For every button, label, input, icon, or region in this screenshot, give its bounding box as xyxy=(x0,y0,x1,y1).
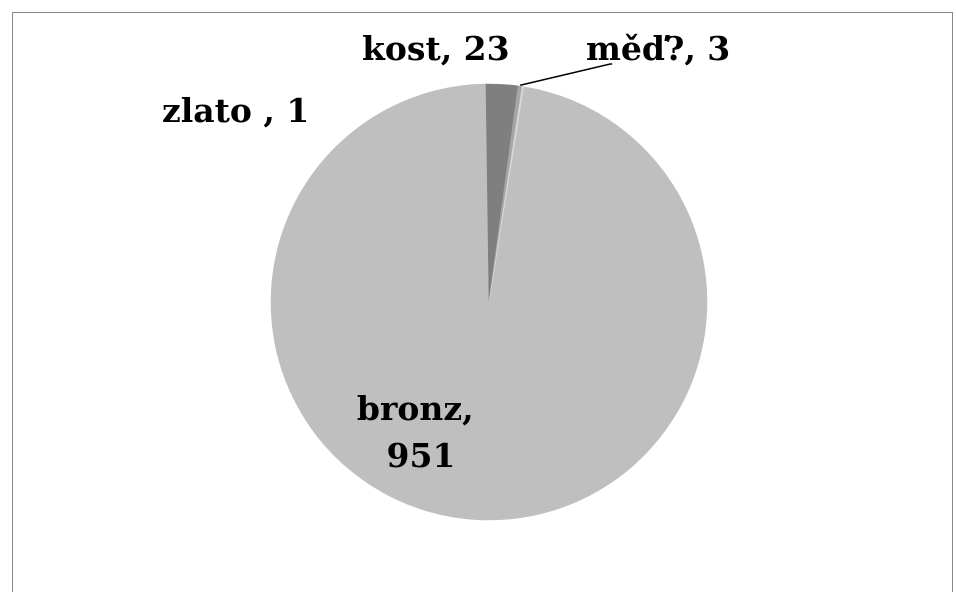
leader-lines xyxy=(519,63,613,86)
data-label-med: měď?, 3 xyxy=(586,29,730,68)
pie-slice-3 xyxy=(488,86,524,303)
data-labels: bronz, 951 kost, 23 měď?, 3 zlato , 1 xyxy=(162,29,730,475)
leader-line-med xyxy=(519,63,613,86)
pie-slices xyxy=(270,83,708,521)
data-label-bronz: bronz, 951 xyxy=(357,389,485,475)
data-label-kost: kost, 23 xyxy=(362,29,510,68)
data-label-zlato: zlato , 1 xyxy=(162,91,309,130)
